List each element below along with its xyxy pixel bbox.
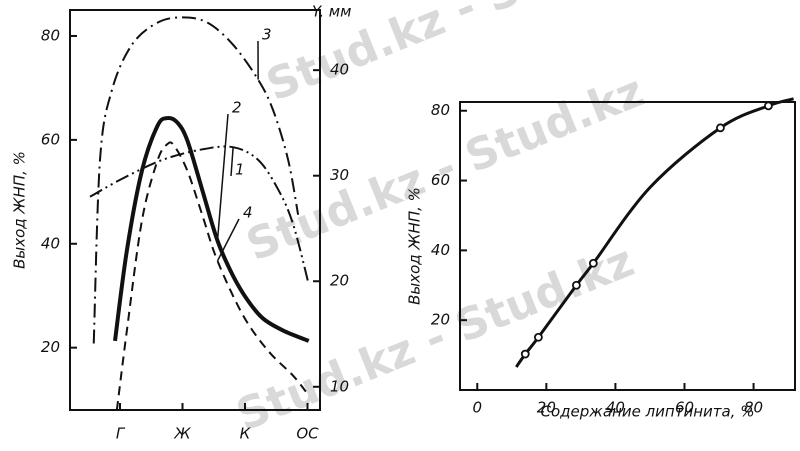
x-tick-label: Г	[116, 425, 126, 443]
y2-axis-label: Y, мм	[312, 3, 351, 21]
x-tick-label: 40	[606, 399, 625, 417]
y-tick-label: 80	[41, 26, 60, 44]
y-tick-label: 80	[431, 101, 450, 119]
y-tick-label: 20	[431, 311, 450, 329]
watermarks: Stud.kz - Stud.kz Stud.kz - Stud.kz Stud…	[230, 0, 671, 441]
data-point	[520, 349, 530, 359]
data-point	[533, 332, 543, 342]
data-point	[716, 123, 725, 133]
curve	[89, 145, 310, 285]
x-tick-label: 80	[744, 399, 763, 417]
curve-label: 3	[262, 26, 272, 44]
leader-line	[216, 218, 240, 262]
plot-frame	[69, 9, 321, 411]
x-tick-label: ОС	[296, 425, 319, 443]
x-tick-label: К	[240, 425, 252, 443]
y-tick-label: 40	[431, 241, 450, 259]
x-tick-label: 20	[537, 399, 556, 417]
curve	[115, 141, 310, 411]
y2-tick-label: 30	[330, 166, 349, 184]
y2-tick-label: 40	[330, 61, 349, 79]
x-axis-label: Содержание липтинита, %	[541, 403, 755, 421]
curve-label: 4	[243, 204, 253, 222]
y-tick-label: 60	[431, 171, 450, 189]
curve	[92, 16, 300, 344]
y2-tick-label: 10	[330, 377, 349, 395]
x-tick-label: Ж	[173, 425, 191, 443]
data-point	[588, 258, 598, 268]
y-tick-label: 40	[41, 234, 60, 252]
curve	[113, 115, 310, 343]
x-tick-label: 60	[675, 399, 694, 417]
leader-line	[230, 147, 234, 177]
y2-tick-label: 20	[330, 272, 349, 290]
data-point	[571, 280, 581, 290]
curve-label: 1	[235, 161, 245, 179]
y-axis-label: Выход ЖНП, %	[406, 187, 424, 305]
y-tick-label: 20	[41, 338, 60, 356]
y-tick-label: 60	[41, 130, 60, 148]
leader-line	[216, 113, 229, 241]
curve-label: 2	[232, 99, 242, 117]
data-point	[764, 101, 773, 111]
y-axis-label: Выход ЖНП, %	[11, 151, 29, 269]
x-tick-label: 0	[472, 399, 482, 417]
plot-frame	[459, 101, 796, 391]
